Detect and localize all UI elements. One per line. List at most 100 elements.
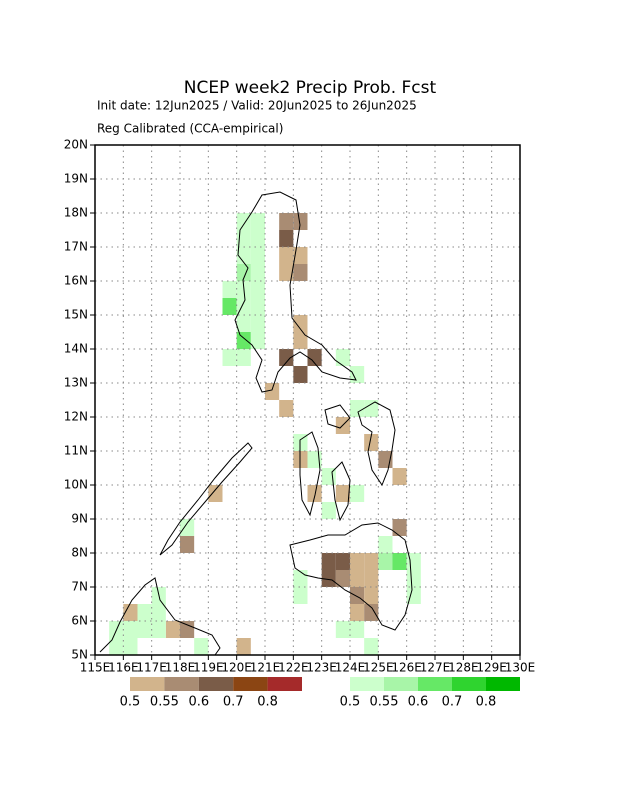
prob-cell (236, 332, 251, 349)
prob-cell (406, 587, 421, 604)
prob-cell (194, 638, 209, 655)
prob-cell (236, 247, 251, 264)
prob-cell (307, 451, 322, 468)
prob-cell (293, 213, 308, 230)
prob-cell (293, 315, 308, 332)
y-tick-label: 13N (64, 376, 88, 390)
x-tick-label: 130E (505, 661, 536, 675)
prob-cell (378, 553, 393, 570)
prob-cell (109, 638, 124, 655)
prob-cell (151, 604, 166, 621)
legend-label: 0.6 (408, 695, 429, 710)
prob-cell (123, 604, 138, 621)
prob-cell (335, 621, 350, 638)
prob-cell (335, 553, 350, 570)
legend-label: 0.7 (223, 695, 244, 710)
prob-cell (350, 604, 365, 621)
prob-cell (350, 587, 365, 604)
plot-frame (94, 144, 521, 656)
prob-cell (250, 247, 265, 264)
y-tick-label: 15N (64, 308, 88, 322)
prob-cell (222, 281, 237, 298)
legend: 0.5 0.55 0.6 0.7 0.8 0.5 0.55 0.6 0.7 0.8 (120, 677, 520, 710)
prob-cell (236, 264, 251, 281)
x-tick-label: 121E (250, 661, 281, 675)
legend-label: 0.7 (442, 695, 463, 710)
x-tick-label: 129E (476, 661, 507, 675)
y-tick-label: 9N (71, 512, 88, 526)
y-tick-label: 17N (64, 240, 88, 254)
prob-cell (321, 570, 336, 587)
legend-swatch (164, 677, 199, 691)
prob-cell (350, 366, 365, 383)
legend-swatch (198, 677, 234, 691)
prob-cell (236, 230, 251, 247)
prob-cell (180, 621, 195, 638)
prob-cell (293, 332, 308, 349)
coastline (159, 442, 253, 556)
prob-cell (364, 638, 379, 655)
y-tick-label: 5N (71, 648, 88, 662)
prob-cell (350, 621, 365, 638)
legend-swatch (350, 677, 384, 691)
prob-cell (335, 570, 350, 587)
prob-cell (180, 519, 195, 536)
prob-cell (392, 553, 407, 570)
prob-cell (250, 315, 265, 332)
prob-cell (350, 400, 365, 417)
y-tick-label: 14N (64, 342, 88, 356)
prob-cell (307, 349, 322, 366)
prob-cell (279, 400, 294, 417)
prob-cell (279, 213, 294, 230)
prob-cell (250, 230, 265, 247)
method-label: Reg Calibrated (CCA-empirical) (97, 122, 283, 136)
x-tick-label: 125E (363, 661, 394, 675)
prob-cell (321, 553, 336, 570)
prob-cell (236, 638, 251, 655)
y-tick-label: 11N (64, 444, 88, 458)
y-tick-label: 12N (64, 410, 88, 424)
cell-layer (109, 213, 421, 655)
prob-cell (236, 298, 251, 315)
prob-cell (279, 230, 294, 247)
x-tick-label: 115E (80, 661, 111, 675)
y-tick-label: 16N (64, 274, 88, 288)
prob-cell (307, 485, 322, 502)
prob-cell (236, 315, 251, 332)
prob-cell (335, 349, 350, 366)
x-tick-label: 122E (278, 661, 309, 675)
x-tick-label: 126E (391, 661, 422, 675)
prob-cell (279, 247, 294, 264)
x-tick-label: 128E (448, 661, 479, 675)
legend-swatch (384, 677, 418, 691)
legend-label: 0.5 (340, 695, 361, 710)
prob-cell (350, 553, 365, 570)
prob-cell (279, 349, 294, 366)
legend-swatch (452, 677, 486, 691)
prob-cell (123, 638, 138, 655)
y-tick-label: 6N (71, 614, 88, 628)
coastlines (99, 191, 413, 656)
prob-cell (222, 298, 237, 315)
prob-cell (293, 587, 308, 604)
prob-cell (208, 485, 223, 502)
coastline (289, 522, 413, 631)
prob-cell (364, 570, 379, 587)
x-tick-label: 119E (193, 661, 224, 675)
legend-label: 0.5 (120, 695, 141, 710)
legend-swatch (267, 677, 302, 691)
prob-cell (350, 570, 365, 587)
prob-cell (250, 213, 265, 230)
prob-cell (392, 519, 407, 536)
prob-cell (123, 621, 138, 638)
x-tick-label: 117E (136, 661, 167, 675)
y-tick-label: 18N (64, 206, 88, 220)
grid-layer: 115E116E117E118E119E120E121E122E123E124E… (64, 138, 536, 675)
prob-cell (165, 621, 180, 638)
coastline (324, 404, 351, 429)
prob-cell (364, 553, 379, 570)
coastline (234, 191, 357, 393)
legend-swatch (486, 677, 520, 691)
legend-swatch (130, 677, 165, 691)
